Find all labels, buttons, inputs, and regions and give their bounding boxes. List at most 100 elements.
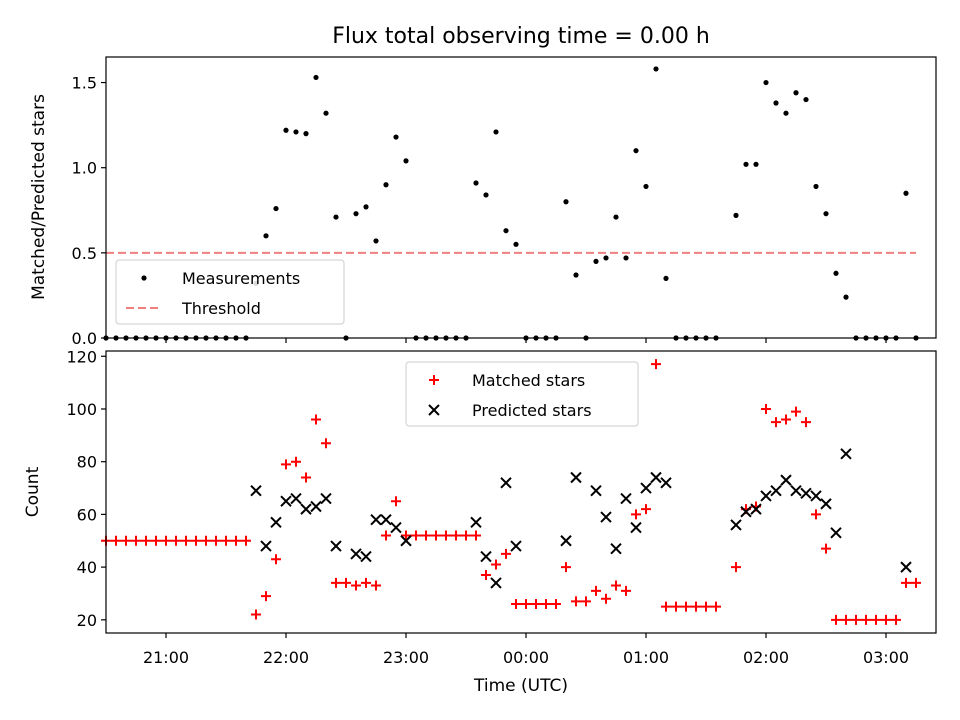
y-tick-label: 80: [77, 453, 97, 472]
bottom-axes-frame: [105, 350, 937, 634]
matched-star-point: [211, 535, 221, 546]
legend-marker-x: [428, 404, 440, 416]
predicted-star-point: [770, 484, 782, 497]
measurement-point: [593, 258, 599, 264]
predicted-star-point: [500, 477, 512, 489]
measurement-point: [353, 211, 359, 217]
predicted-star-point: [820, 498, 832, 510]
measurement-point: [763, 79, 769, 86]
matched-star-point: [631, 509, 641, 520]
predicted-star-point: [400, 535, 412, 547]
x-axis-label: Time (UTC): [473, 676, 568, 696]
measurement-point: [843, 294, 849, 300]
matched-star-point: [501, 548, 511, 559]
measurement-point: [483, 192, 489, 198]
matched-star-point: [871, 614, 881, 625]
matched-star-point: [311, 414, 321, 425]
top-panel: 0.0 0.5 1.0 1.5 Matched/Predicted stars Mea…: [29, 56, 937, 348]
predicted-star-point: [390, 521, 402, 534]
x-tick-label: 23:00: [383, 648, 429, 667]
matched-star-point: [441, 530, 451, 541]
matched-star-point: [861, 614, 871, 625]
matched-star-point: [361, 577, 371, 588]
matched-star-point: [891, 614, 901, 625]
bottom-y-ticks: 20 40 60 80 100 120: [66, 347, 106, 630]
matched-star-point: [791, 406, 801, 417]
matched-star-point: [131, 535, 141, 546]
predicted-star-point: [310, 500, 322, 513]
matched-star-point: [351, 580, 361, 591]
y-tick-label: 1.0: [72, 159, 97, 178]
matched-star-point: [301, 472, 311, 483]
matched-star-point: [901, 577, 911, 588]
y-tick-label: 0.5: [72, 244, 97, 263]
matched-star-point: [581, 596, 591, 607]
measurement-point: [733, 212, 739, 218]
matched-star-point: [111, 535, 121, 546]
matched-star-point: [851, 614, 861, 625]
measurement-point: [833, 270, 839, 276]
matched-star-point: [821, 543, 831, 554]
matched-star-point: [811, 509, 821, 520]
matched-star-point: [701, 601, 711, 612]
matched-star-point: [541, 599, 551, 610]
matched-star-point: [181, 535, 191, 546]
matched-star-point: [231, 535, 241, 546]
legend-marker-dot: [141, 275, 147, 281]
measurement-point: [633, 148, 639, 154]
matched-star-point: [841, 614, 851, 625]
matched-star-point: [611, 580, 621, 591]
measurement-point: [903, 190, 909, 196]
predicted-star-point: [600, 511, 612, 523]
top-y-axis-label: Matched/Predicted stars: [29, 94, 49, 300]
matched-star-point: [271, 554, 281, 565]
matched-star-point: [691, 601, 701, 612]
predicted-star-point: [660, 477, 672, 489]
measurement-point: [603, 255, 609, 261]
matched-star-point: [621, 585, 631, 596]
matched-star-point: [731, 562, 741, 573]
predicted-star-point: [480, 550, 492, 563]
measurement-point: [623, 255, 629, 261]
predicted-star-point: [640, 482, 652, 494]
measurement-point: [653, 66, 659, 72]
x-tick-label: 01:00: [623, 648, 669, 667]
matched-star-point: [511, 599, 521, 610]
matched-star-point: [651, 359, 661, 370]
matched-star-point: [561, 562, 571, 573]
matched-star-point: [641, 504, 651, 515]
measurement-point: [573, 272, 579, 278]
legend-label: Measurements: [182, 269, 300, 288]
top-x-ticks: [165, 338, 887, 343]
measurement-point: [513, 241, 519, 247]
matched-star-point: [171, 535, 181, 546]
measurement-point: [643, 183, 649, 190]
matched-star-point: [761, 403, 771, 414]
measurement-point: [613, 214, 619, 220]
y-tick-label: 60: [77, 505, 97, 524]
predicted-star-point: [360, 550, 372, 563]
matched-star-point: [121, 535, 131, 546]
bottom-legend: Matched stars Predicted stars: [405, 361, 639, 427]
predicted-star-point: [250, 484, 262, 497]
predicted-star-point: [260, 540, 272, 552]
matched-star-point: [781, 414, 791, 425]
predicted-star-point: [650, 471, 662, 484]
bottom-marks: [101, 359, 921, 625]
measurement-point: [793, 90, 799, 96]
predicted-star-point: [750, 503, 762, 515]
measurement-point: [263, 233, 269, 239]
measurement-point: [393, 134, 399, 140]
matched-star-point: [531, 599, 541, 610]
predicted-star-point: [840, 448, 852, 460]
y-tick-label: 0.0: [72, 329, 97, 348]
predicted-star-point: [370, 513, 382, 526]
matched-star-point: [191, 535, 201, 546]
matched-star-point: [201, 535, 211, 546]
measurement-point: [373, 238, 379, 244]
measurement-point: [273, 205, 279, 212]
legend-box: [405, 361, 639, 427]
measurement-point: [823, 211, 829, 217]
matched-star-point: [661, 601, 671, 612]
